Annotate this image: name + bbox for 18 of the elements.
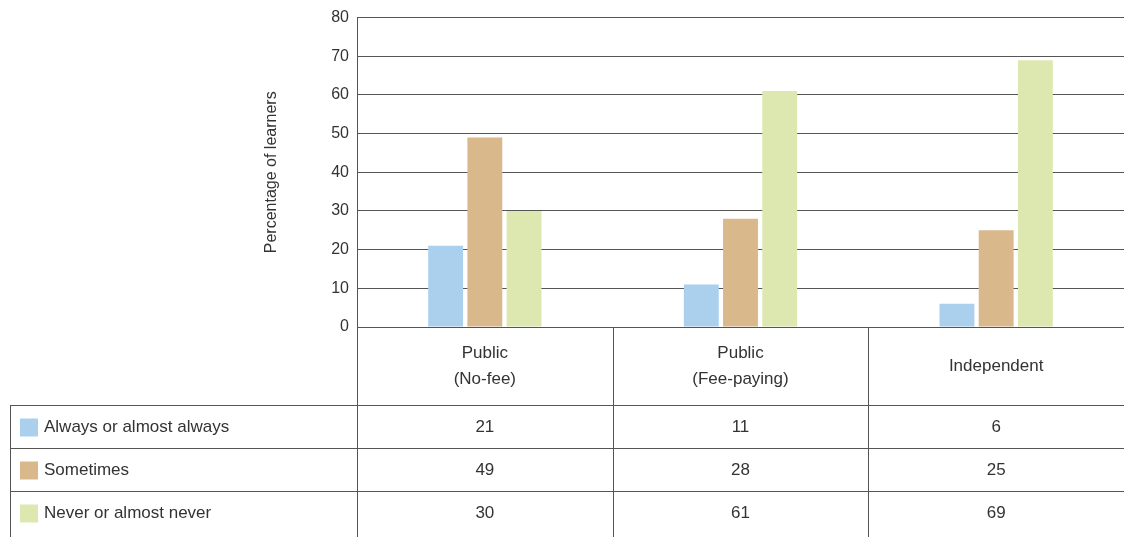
bar (428, 245, 464, 327)
y-tick-label: 50 (331, 124, 350, 142)
y-tick-label: 20 (331, 240, 350, 258)
bar (467, 137, 503, 327)
y-tick-label: 30 (331, 201, 350, 219)
bar (939, 303, 975, 327)
y-tick-label: 40 (331, 162, 350, 180)
y-tick-label: 80 (331, 8, 350, 26)
bar (723, 218, 758, 327)
bar (506, 210, 542, 327)
y-axis-title: Percentage of learners (262, 91, 280, 254)
y-tick-label: 60 (331, 85, 350, 103)
y-tick-label: 70 (331, 46, 350, 64)
bar (762, 91, 798, 327)
bar (683, 284, 719, 327)
bar (978, 230, 1014, 327)
bar (1017, 60, 1053, 327)
y-tick-label: 10 (331, 278, 350, 296)
